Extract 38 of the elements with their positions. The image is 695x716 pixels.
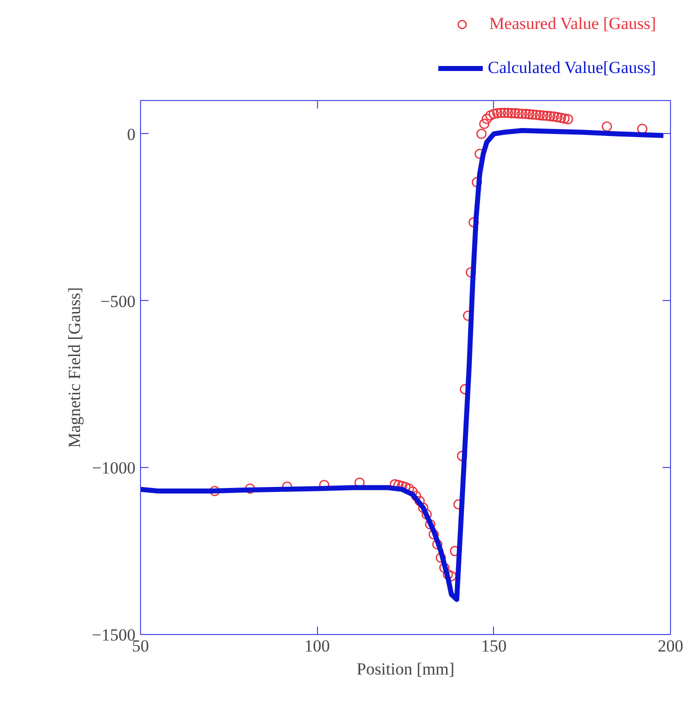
point — [513, 108, 524, 119]
point — [510, 108, 520, 118]
x-tick-label: 200 — [658, 636, 684, 656]
point — [479, 118, 490, 130]
legend-label: Calculated Value[Gauss] — [488, 58, 656, 78]
point — [538, 110, 548, 121]
point — [545, 111, 556, 122]
y-axis-title: Magnetic Field [Gauss] — [64, 287, 84, 448]
point — [542, 110, 552, 121]
legend-label: Measured Value [Gauss] — [489, 14, 656, 34]
point — [548, 111, 560, 122]
point — [485, 110, 496, 121]
point — [556, 112, 566, 123]
point — [476, 128, 487, 140]
point — [482, 114, 492, 124]
x-axis-title: Position [mm] — [356, 660, 454, 678]
point — [524, 109, 534, 120]
x-tick-label: 150 — [481, 636, 507, 656]
point — [488, 108, 499, 119]
point — [559, 113, 570, 124]
point — [562, 114, 574, 124]
point — [422, 509, 432, 520]
point — [506, 108, 517, 118]
x-tick-label: 100 — [304, 636, 330, 656]
point — [552, 112, 563, 122]
point — [516, 108, 528, 119]
y-tick-label: −500 — [100, 292, 136, 311]
y-tick-label: −1000 — [92, 458, 136, 478]
point — [602, 121, 612, 132]
point — [499, 108, 510, 118]
point — [520, 108, 531, 119]
point — [534, 110, 545, 120]
point — [496, 108, 506, 118]
point — [528, 109, 538, 120]
point — [492, 108, 503, 118]
point — [531, 110, 542, 120]
y-tick-label: 0 — [127, 124, 136, 144]
point — [502, 108, 514, 118]
